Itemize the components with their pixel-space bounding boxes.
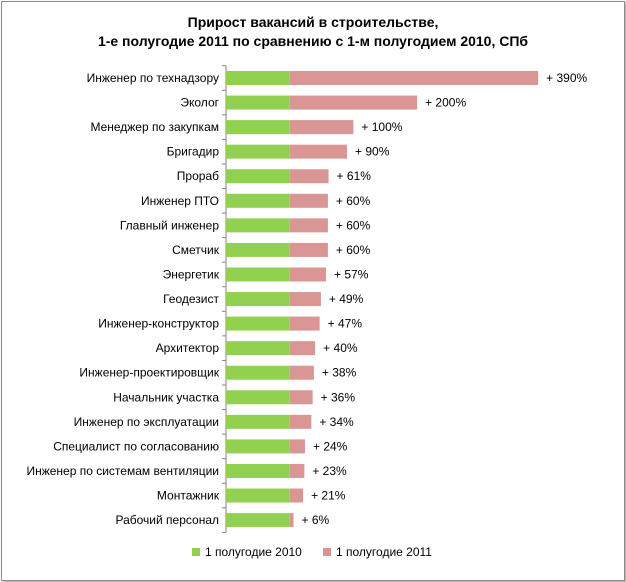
bar-2010: [226, 267, 290, 282]
category-label: Инженер ПТО: [141, 194, 219, 208]
category-label: Бригадир: [167, 145, 220, 159]
category-label: Начальник участка: [113, 390, 219, 404]
category-label: Инженер по технадзору: [87, 71, 219, 85]
bar-2010: [226, 341, 290, 356]
bar-2010: [226, 513, 290, 528]
category-label: Монтажник: [157, 489, 220, 503]
category-label: Прораб: [177, 169, 219, 183]
legend-swatch-2011: [323, 548, 331, 556]
bar-2011: [289, 341, 316, 356]
category-label: Инженер по эксплуатации: [74, 415, 219, 429]
bar-2011: [289, 463, 305, 478]
category-label: Эколог: [180, 96, 219, 110]
data-label: + 60%: [336, 243, 371, 257]
category-label: Сметчик: [172, 243, 220, 257]
bar-2011: [289, 95, 418, 110]
bar-2011: [289, 292, 321, 307]
bar-2010: [226, 390, 290, 405]
data-label: + 36%: [321, 390, 356, 404]
bar-2011: [289, 414, 312, 429]
data-label: + 200%: [425, 96, 466, 110]
bar-2011: [289, 120, 354, 135]
bar-2010: [226, 120, 290, 135]
data-label: + 49%: [329, 292, 364, 306]
legend-label-2011: 1 полугодие 2011: [336, 545, 432, 559]
chart-title-line-1: Прирост вакансий в строительстве,: [188, 14, 439, 30]
bar-2011: [289, 193, 328, 208]
bar-2010: [226, 71, 290, 85]
legend-swatch-2010: [192, 548, 200, 556]
data-label: + 21%: [311, 489, 346, 503]
bar-2010: [226, 144, 290, 159]
legend: 1 полугодие 2010 1 полугодие 2011: [192, 545, 432, 559]
data-label: + 57%: [334, 267, 369, 281]
data-label: + 60%: [336, 194, 371, 208]
bar-2010: [226, 95, 290, 110]
category-label: Энергетик: [163, 267, 220, 281]
data-label: + 100%: [361, 120, 402, 134]
bar-2010: [226, 193, 290, 208]
data-label: + 6%: [302, 513, 330, 527]
bar-2010: [226, 169, 290, 184]
bar-2011: [289, 513, 294, 528]
data-label: + 61%: [337, 169, 372, 183]
bar-2011: [289, 488, 304, 503]
plot-area: Инженер по технадзору + 390% Эколог + 200% М…: [26, 65, 587, 533]
data-label: + 60%: [336, 218, 371, 232]
bar-2010: [226, 439, 290, 454]
bar-2010: [226, 365, 290, 380]
data-label: + 90%: [355, 145, 390, 159]
data-label: + 34%: [319, 415, 354, 429]
data-label: + 47%: [328, 317, 363, 331]
bar-2010: [226, 316, 290, 331]
category-label: Менеджер по закупкам: [90, 120, 219, 134]
bar-2011: [289, 390, 313, 405]
data-label: + 390%: [546, 71, 587, 85]
category-label: Архитектор: [156, 341, 220, 355]
bar-2011: [289, 218, 328, 233]
category-label: Геодезист: [163, 292, 219, 306]
bar-2011: [289, 267, 327, 282]
category-label: Рабочий персонал: [115, 513, 219, 527]
bar-2011: [289, 242, 328, 257]
data-label: + 23%: [312, 464, 347, 478]
bar-2011: [289, 439, 305, 454]
category-label: Специалист по согласованию: [53, 439, 219, 453]
category-label: Главный инженер: [120, 218, 219, 232]
bar-2010: [226, 218, 290, 233]
category-label: Инженер по системам вентиляции: [26, 464, 219, 478]
category-label: Инженер-конструктор: [98, 317, 219, 331]
bar-2010: [226, 414, 290, 429]
bar-2011: [289, 144, 348, 159]
bar-2011: [289, 316, 320, 331]
bar-2011: [289, 169, 329, 184]
category-label: Инженер-проектировщик: [79, 366, 219, 380]
chart-title-line-2: 1-е полугодие 2011 по сравнению с 1-м по…: [98, 33, 528, 49]
bar-2010: [226, 242, 290, 257]
bar-2011: [289, 365, 314, 380]
legend-label-2010: 1 полугодие 2010: [205, 545, 302, 559]
data-label: + 40%: [323, 341, 358, 355]
bar-2010: [226, 292, 290, 307]
bar-2011: [289, 71, 539, 85]
data-label: + 38%: [322, 366, 357, 380]
bar-2010: [226, 488, 290, 503]
bar-2010: [226, 463, 290, 478]
data-label: + 24%: [313, 439, 348, 453]
